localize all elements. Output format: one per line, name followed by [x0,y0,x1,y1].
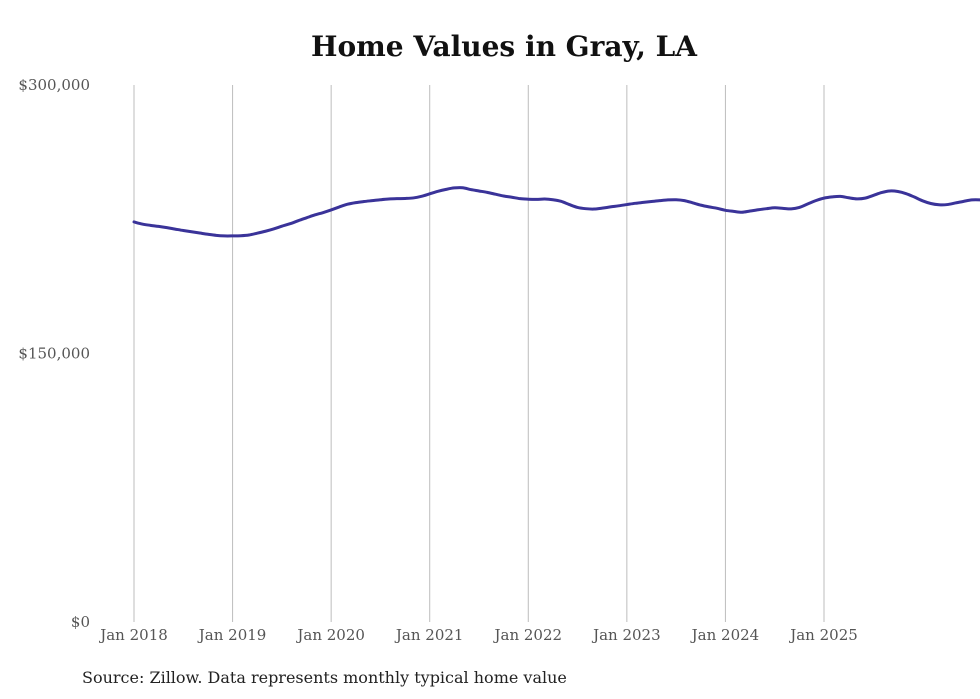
y-tick-label: $300,000 [18,76,90,94]
x-tick-label: Jan 2023 [591,626,661,644]
x-tick-label: Jan 2025 [788,626,858,644]
series-group: $230,993 [132,186,980,238]
y-tick-label: $150,000 [18,345,90,363]
x-tick-label: Jan 2018 [98,626,168,644]
y-axis: $0 $150,000 $300,000 [18,76,90,631]
x-tick-label: Jan 2020 [295,626,365,644]
chart-title: Home Values in Gray, LA [311,30,697,63]
x-tick-label: Jan 2024 [690,626,760,644]
x-axis: Jan 2018 Jan 2019 Jan 2020 Jan 2021 Jan 2022… [98,626,858,644]
x-tick-label: Jan 2021 [394,626,464,644]
y-tick-label: $0 [71,613,90,631]
x-tick-label: Jan 2022 [493,626,563,644]
gridlines [133,85,825,622]
source-note: Source: Zillow. Data represents monthly … [82,668,567,687]
series-line [132,186,980,238]
x-tick-label: Jan 2019 [197,626,267,644]
